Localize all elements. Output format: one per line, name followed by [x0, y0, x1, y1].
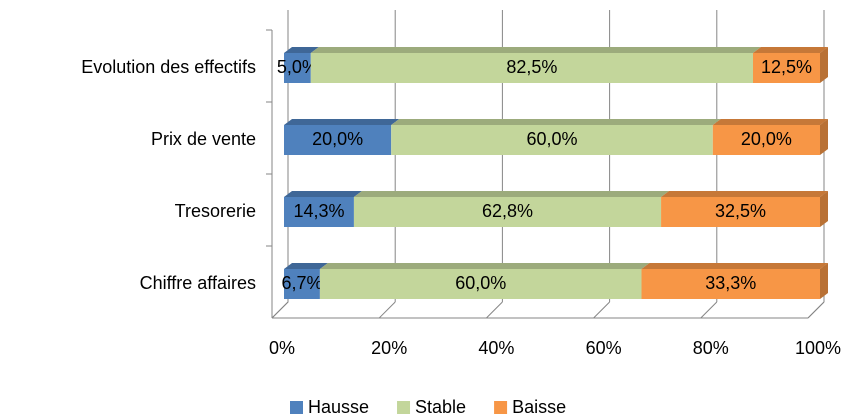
bar-top	[753, 47, 828, 53]
y-tick-label: Tresorerie	[175, 201, 256, 221]
bar-front	[753, 53, 820, 83]
bar-front	[310, 53, 753, 83]
value-label: 6,7%	[281, 273, 322, 293]
value-label: 62,8%	[482, 201, 533, 221]
value-label: 20,0%	[741, 129, 792, 149]
legend-label: Baisse	[512, 397, 566, 417]
bar-front	[712, 125, 820, 155]
bar-front	[319, 269, 642, 299]
x-tick-label: 80%	[693, 338, 729, 358]
value-label: 5,0%	[277, 57, 318, 77]
legend-swatch	[290, 401, 303, 414]
bar	[284, 47, 319, 83]
bar-front	[661, 197, 820, 227]
y-tick-label: Chiffre affaires	[140, 273, 256, 293]
legend-swatch	[494, 401, 508, 414]
bar-front	[391, 125, 713, 155]
bar	[641, 263, 828, 299]
bar-end	[820, 119, 828, 155]
value-label: 20,0%	[312, 129, 363, 149]
bar-front	[284, 53, 311, 83]
bar-top	[712, 119, 828, 125]
y-tick-label: Evolution des effectifs	[81, 57, 256, 77]
bar-top	[310, 47, 761, 53]
bar	[310, 47, 761, 83]
bar-front	[353, 197, 662, 227]
x-tick-label: 0%	[269, 338, 295, 358]
bar	[284, 191, 362, 227]
y-tick-label: Prix de vente	[151, 129, 256, 149]
bar	[353, 191, 670, 227]
x-tick-label: 60%	[586, 338, 622, 358]
bar-top	[284, 47, 319, 53]
bar	[712, 119, 828, 155]
bar-end	[820, 191, 828, 227]
bar-top	[353, 191, 670, 197]
bar-top	[284, 263, 328, 269]
bar-top	[284, 119, 400, 125]
bar-end	[820, 47, 828, 83]
x-tick-label: 40%	[478, 338, 514, 358]
bar	[284, 119, 400, 155]
legend-swatch	[397, 401, 411, 414]
x-tick	[700, 301, 718, 319]
bar	[661, 191, 828, 227]
x-tick	[807, 301, 825, 319]
x-tick	[593, 301, 610, 319]
bar	[284, 263, 328, 299]
bar-front	[284, 197, 354, 227]
bar-top	[319, 263, 650, 269]
bar-top	[391, 119, 721, 125]
bar	[753, 47, 828, 83]
bar-front	[284, 269, 320, 299]
value-label: 14,3%	[293, 201, 344, 221]
value-label: 60,0%	[526, 129, 577, 149]
bar-top	[641, 263, 828, 269]
x-tick	[486, 301, 503, 319]
legend-label: Stable	[415, 397, 466, 417]
x-tick-label: 20%	[371, 338, 407, 358]
value-label: 82,5%	[506, 57, 557, 77]
x-tick	[271, 301, 289, 319]
bar-front	[641, 269, 820, 299]
bar-front	[284, 125, 392, 155]
bar	[319, 263, 650, 299]
bar-top	[284, 191, 362, 197]
legend-label: Hausse	[308, 397, 369, 417]
x-tick-label: 100%	[795, 338, 841, 358]
value-label: 60,0%	[455, 273, 506, 293]
value-label: 33,3%	[705, 273, 756, 293]
bar-end	[820, 263, 828, 299]
bar	[391, 119, 721, 155]
value-label: 12,5%	[761, 57, 812, 77]
value-label: 32,5%	[715, 201, 766, 221]
x-tick	[378, 301, 396, 319]
bar-top	[661, 191, 828, 197]
